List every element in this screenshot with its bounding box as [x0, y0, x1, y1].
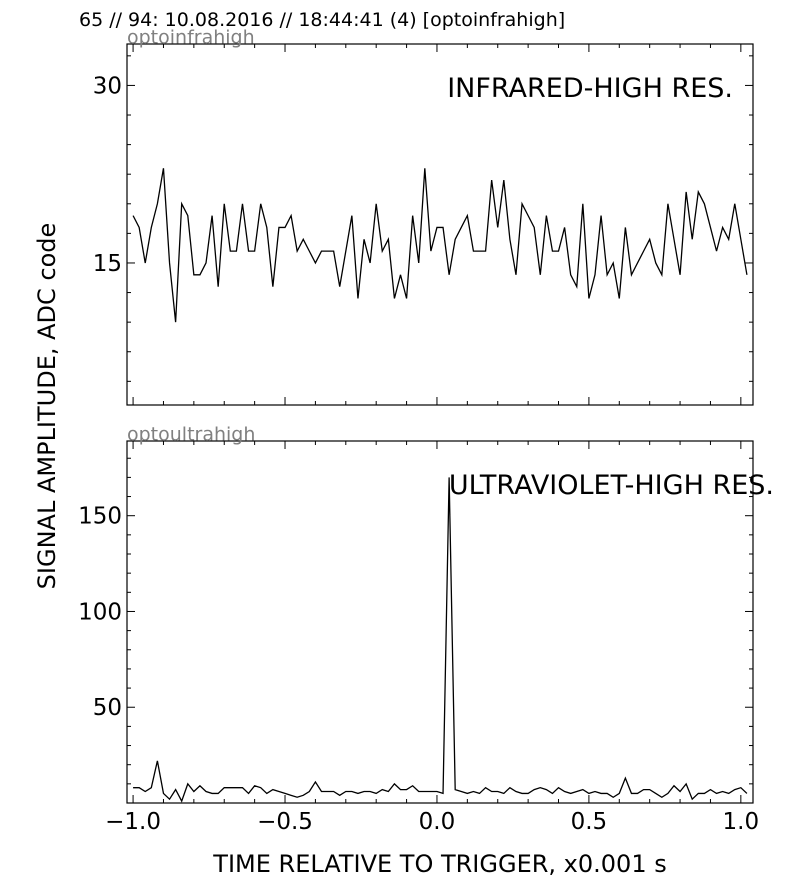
- uv-x-tick-label: −1.0: [105, 809, 161, 835]
- uv-signal-line: [133, 477, 748, 803]
- uv-y-tick-label: 150: [78, 504, 122, 530]
- ir-plot-frame: [126, 43, 754, 406]
- ir-y-tick-label: 30: [93, 73, 122, 99]
- x-axis-label: TIME RELATIVE TO TRIGGER, x0.001 s: [212, 850, 666, 878]
- ir-panel-title: INFRARED-HIGH RES.: [447, 73, 733, 104]
- uv-channel-tag: optoultrahigh: [127, 424, 255, 446]
- figure-header: 65 // 94: 10.08.2016 // 18:44:41 (4) [op…: [79, 9, 565, 31]
- uv-y-tick-label: 50: [93, 695, 122, 721]
- uv-plot-frame: [126, 440, 754, 804]
- y-axis-label: SIGNAL AMPLITUDE, ADC code: [33, 223, 61, 590]
- ir-channel-tag: optoinfrahigh: [127, 27, 255, 49]
- ir-signal-line: [132, 168, 748, 323]
- ultraviolet-panel: optoultrahigh −1.0 −0.5 0.0 0.5 1.0 50 100 150 UL…: [78, 424, 774, 836]
- ir-y-tick-label: 15: [93, 251, 122, 277]
- uv-y-tick-label: 100: [78, 599, 122, 625]
- uv-x-tick-label: 0.5: [571, 809, 608, 835]
- uv-x-tick-label: −0.5: [257, 809, 313, 835]
- uv-x-tick-label: 0.0: [419, 809, 456, 835]
- uv-panel-title: ULTRAVIOLET-HIGH RES.: [449, 470, 774, 501]
- uv-x-tick-label: 1.0: [723, 809, 760, 835]
- infrared-panel: optoinfrahigh 15 30 INFRARED-HIGH RES.: [93, 27, 754, 406]
